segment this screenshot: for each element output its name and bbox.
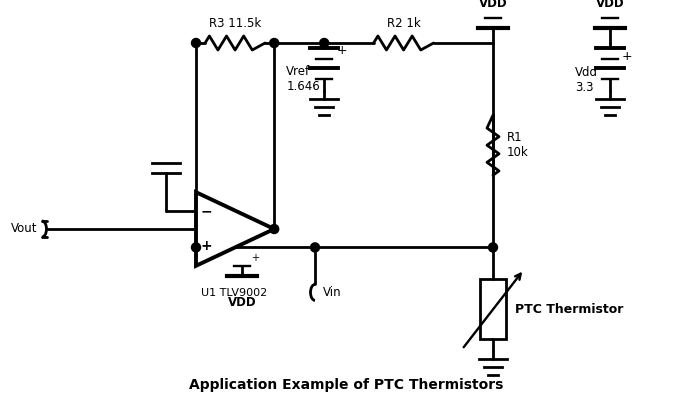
Text: U1 TLV9002: U1 TLV9002 xyxy=(201,288,267,298)
Circle shape xyxy=(270,38,279,47)
Text: VDD: VDD xyxy=(596,0,624,10)
Text: Vdd
3.3: Vdd 3.3 xyxy=(575,66,598,94)
Text: +: + xyxy=(336,45,346,57)
Text: VDD: VDD xyxy=(228,296,256,309)
Text: PTC Thermistor: PTC Thermistor xyxy=(515,303,624,316)
Circle shape xyxy=(319,38,328,47)
Text: R3 11.5k: R3 11.5k xyxy=(209,17,261,30)
Text: −: − xyxy=(200,205,212,219)
Text: R1
10k: R1 10k xyxy=(507,131,529,159)
Text: +: + xyxy=(622,49,633,63)
Circle shape xyxy=(270,225,279,233)
Text: R2 1k: R2 1k xyxy=(387,17,421,30)
Bar xyxy=(480,279,506,339)
Polygon shape xyxy=(196,192,274,266)
Circle shape xyxy=(310,243,319,252)
Text: Vin: Vin xyxy=(323,286,342,299)
Text: +: + xyxy=(200,239,212,253)
Text: Vref
1.646: Vref 1.646 xyxy=(286,65,320,93)
Text: VDD: VDD xyxy=(479,0,507,10)
Circle shape xyxy=(489,243,498,252)
Text: Vout: Vout xyxy=(10,223,37,235)
Text: Application Example of PTC Thermistors: Application Example of PTC Thermistors xyxy=(188,378,503,392)
Text: +: + xyxy=(251,253,259,263)
Circle shape xyxy=(191,38,200,47)
Circle shape xyxy=(191,243,200,252)
